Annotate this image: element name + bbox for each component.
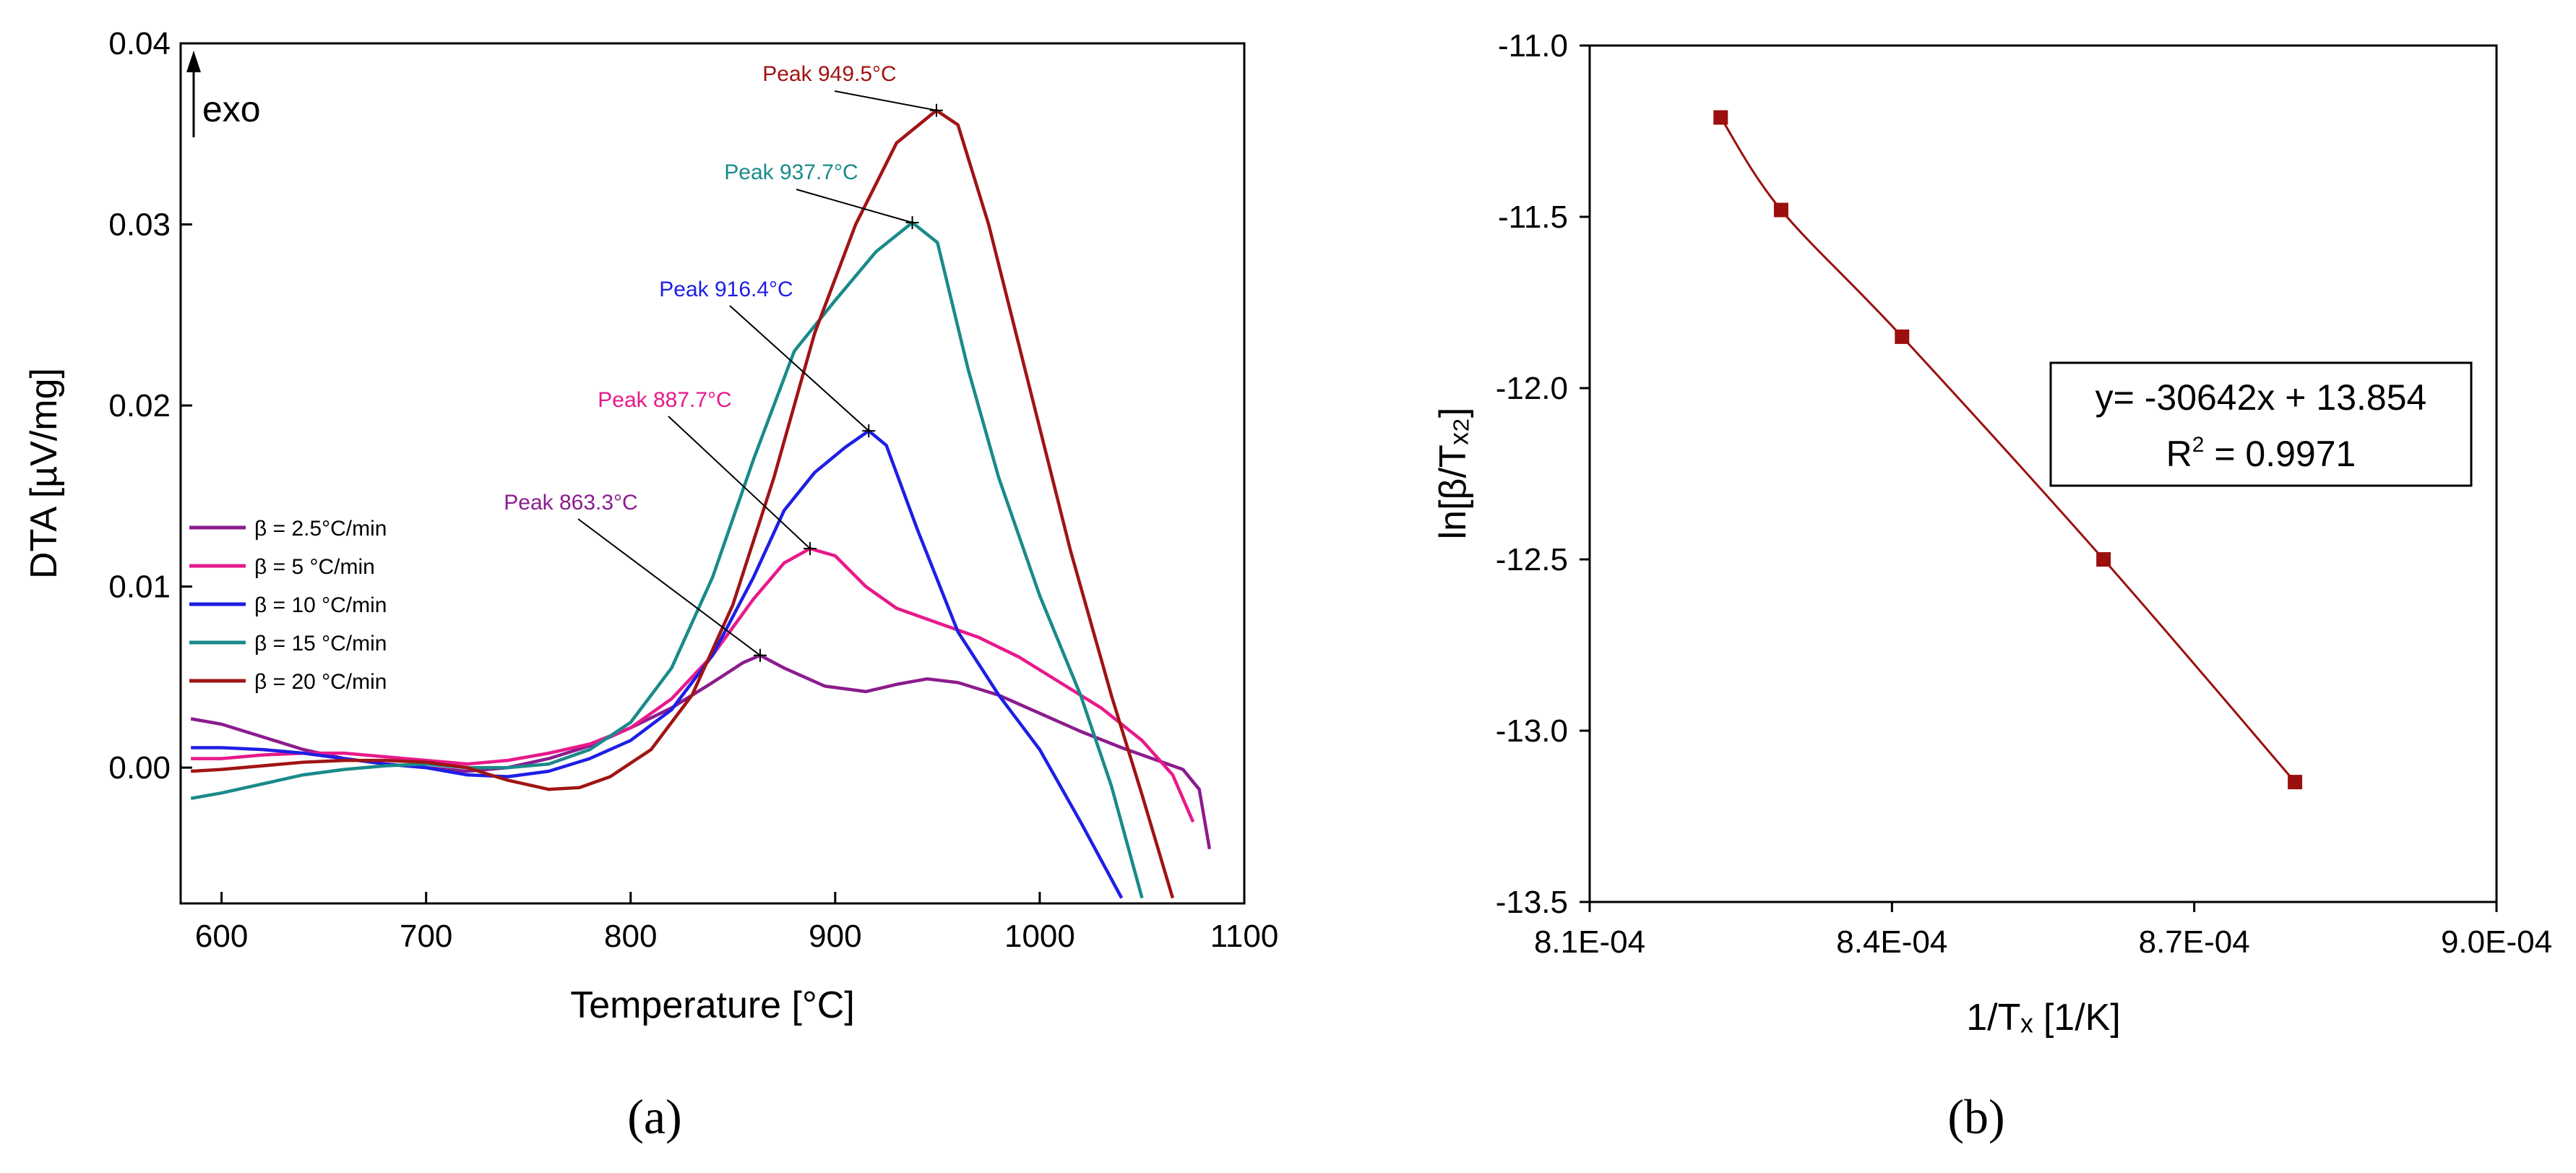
dta-legend: β = 2.5°C/min β = 5 °C/min β = 10 °C/min β … bbox=[189, 517, 387, 694]
dta-x-tick-label: 800 bbox=[604, 919, 657, 954]
dta-peak-label: Peak 887.7°C bbox=[598, 388, 731, 412]
dta-peak-leader bbox=[577, 518, 761, 656]
dta-peak-label: Peak 863.3°C bbox=[504, 491, 637, 515]
dta-legend-label: β = 20 °C/min bbox=[254, 670, 387, 694]
dta-x-tick-label: 1000 bbox=[1004, 919, 1075, 954]
kissinger-data-point bbox=[2096, 552, 2111, 567]
r-squared-prefix: R bbox=[2166, 434, 2192, 474]
dta-x-tick-label: 700 bbox=[400, 919, 452, 954]
dta-legend-label: β = 5 °C/min bbox=[254, 555, 375, 579]
dta-chart: 0.00 0.01 0.02 0.03 0.04 600 700 800 900 1000 110… bbox=[23, 26, 1278, 1144]
dta-peak-label: Peak 949.5°C bbox=[762, 62, 896, 86]
kissinger-y-tick-label: -12.5 bbox=[1496, 542, 1568, 577]
r-squared-sup: 2 bbox=[2192, 433, 2205, 457]
fit-equation-frame bbox=[2049, 361, 2473, 487]
kissinger-x-tick-label: 8.4E-04 bbox=[1836, 924, 1947, 960]
dta-legend-label: β = 10 °C/min bbox=[254, 593, 387, 617]
dta-series-line-2 bbox=[191, 546, 1195, 823]
kissinger-x-tick-label: 9.0E-04 bbox=[2441, 924, 2552, 960]
dta-legend-label: β = 15 °C/min bbox=[254, 632, 387, 656]
exo-arrow-head bbox=[186, 51, 201, 72]
panel-a-label: (a) bbox=[627, 1089, 681, 1144]
panel-b-label: (b) bbox=[1947, 1089, 2004, 1144]
kissinger-y-tick-label: -11.5 bbox=[1498, 199, 1568, 235]
dta-legend-label: β = 2.5°C/min bbox=[254, 517, 387, 541]
fit-equation: y= -30642x + 13.854 bbox=[2095, 377, 2427, 418]
kissinger-x-tick-label: 8.1E-04 bbox=[1534, 924, 1645, 960]
r-squared: R2 = 0.9971 bbox=[2166, 433, 2356, 474]
dta-x-tick-label: 900 bbox=[809, 919, 861, 954]
kissinger-x-tick-label: 8.7E-04 bbox=[2139, 924, 2250, 960]
dta-peak-label: Peak 937.7°C bbox=[724, 160, 858, 184]
dta-peak-leader bbox=[729, 305, 869, 431]
kissinger-data-point bbox=[2288, 775, 2303, 790]
exo-label: exo bbox=[202, 89, 261, 129]
kissinger-y-tick-label: -13.0 bbox=[1496, 713, 1568, 749]
dta-series-line-4 bbox=[190, 220, 1144, 899]
kissinger-data-point bbox=[1713, 110, 1728, 125]
dta-y-tick-label: 0.00 bbox=[108, 750, 171, 786]
kissinger-y-ticks: -11.0 -11.5 -12.0 -12.5 -13.0 -13.5 bbox=[1496, 28, 1590, 920]
dta-y-ticks: 0.00 0.01 0.02 0.03 0.04 bbox=[108, 26, 192, 786]
dta-peak-label: Peak 916.4°C bbox=[659, 278, 793, 301]
dta-series-line-3 bbox=[191, 429, 1124, 899]
kissinger-data-point bbox=[1895, 329, 1910, 344]
dta-y-tick-label: 0.01 bbox=[108, 570, 171, 605]
dta-peak-leader bbox=[668, 416, 811, 549]
kissinger-y-tick-label: -13.5 bbox=[1496, 885, 1568, 920]
dta-series-line-5 bbox=[191, 108, 1175, 899]
dta-x-ticks: 600 700 800 900 1000 1100 bbox=[195, 892, 1278, 954]
dta-plot-frame bbox=[179, 42, 1246, 905]
kissinger-x-axis-label: 1/Tₓ [1/K] bbox=[1966, 997, 2121, 1039]
dta-x-tick-label: 600 bbox=[195, 919, 248, 954]
dta-x-axis-label: Temperature [°C] bbox=[570, 984, 855, 1026]
dta-peak-leader bbox=[834, 90, 937, 111]
kissinger-plot-frame bbox=[1588, 44, 2498, 903]
kissinger-y-axis-label: ln[β/Tₓ₂] bbox=[1432, 408, 1474, 540]
dta-x-tick-label: 1100 bbox=[1210, 919, 1279, 954]
kissinger-y-tick-label: -12.0 bbox=[1496, 371, 1568, 406]
dta-y-tick-label: 0.04 bbox=[108, 26, 171, 61]
kissinger-x-ticks: 8.1E-04 8.4E-04 8.7E-04 9.0E-04 bbox=[1534, 902, 2552, 960]
dta-y-tick-label: 0.03 bbox=[108, 207, 171, 243]
kissinger-data-point bbox=[1773, 202, 1788, 218]
dta-y-tick-label: 0.02 bbox=[108, 388, 171, 424]
fit-equation-box: y= -30642x + 13.854 R2 = 0.9971 bbox=[2049, 361, 2473, 487]
dta-y-axis-label: DTA [µV/mg] bbox=[23, 368, 65, 579]
kissinger-chart: -11.0-11.5-12.0-12.5-13.0-13.5 8.1E-04 8.… bbox=[1432, 28, 2552, 1144]
dta-peak-leader bbox=[796, 189, 913, 223]
kissinger-points bbox=[1713, 110, 2303, 790]
dta-peak-annotations: Peak 863.3°C Peak 887.7°C Peak 916.4°C Peak… bbox=[504, 62, 943, 662]
r-squared-value: = 0.9971 bbox=[2204, 434, 2356, 474]
dta-series-group bbox=[190, 108, 1212, 899]
kissinger-y-tick-label: -11.0 bbox=[1498, 28, 1568, 64]
